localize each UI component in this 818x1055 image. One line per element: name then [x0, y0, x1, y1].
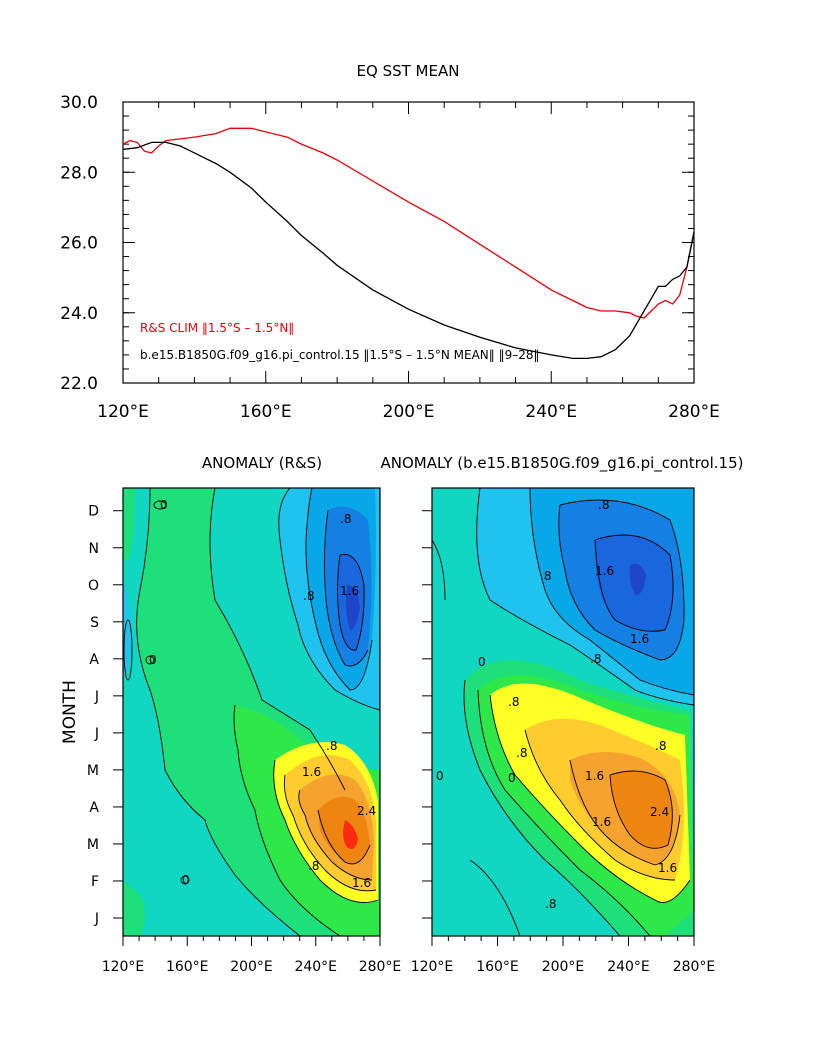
x-tick-label: 240°E: [294, 959, 337, 975]
x-tick-label: 160°E: [166, 959, 209, 975]
y-tick-label: D: [88, 504, 99, 520]
y-tick-label: M: [87, 763, 99, 779]
series-line-model: [122, 141, 695, 360]
contour-label: 1.6: [340, 584, 359, 598]
contour-labels-model: .8 .8 .8 .8 .8 .8 .8 1.6 1.6 1.6 1.6 1.6…: [436, 498, 677, 911]
contour-label: 1.6: [630, 632, 649, 646]
contour-label: 1.6: [658, 861, 677, 875]
y-tick-label: 24.0: [60, 304, 98, 324]
contour-fill-rs: [123, 488, 380, 936]
series-line-rs-clim: [122, 127, 695, 319]
contour-label: 2.4: [357, 804, 376, 818]
contour-label: .8: [308, 859, 319, 873]
contour-label: .8: [655, 739, 666, 753]
y-tick-label: 26.0: [60, 234, 98, 254]
contour-label: .8: [303, 589, 314, 603]
x-tick-label: 280°E: [668, 402, 720, 422]
contour-label: 1.6: [595, 564, 614, 578]
legend-entry-rs: R&S CLIM ‖1.5°S – 1.5°N‖: [140, 321, 294, 335]
x-tick-label: 120°E: [97, 402, 149, 422]
y-tick-label: J: [94, 689, 99, 705]
x-tick-label: 120°E: [102, 959, 145, 975]
contour-label: 0: [149, 653, 157, 667]
x-tick-label: 160°E: [240, 402, 292, 422]
y-tick-label: J: [94, 726, 99, 742]
axis-ticks: 120°E 160°E 200°E 240°E 280°E 30.0 28.0 26.0 24.…: [60, 93, 720, 422]
y-tick-label: A: [89, 652, 99, 668]
y-tick-label: A: [89, 800, 99, 816]
x-tick-label: 240°E: [607, 959, 650, 975]
contour-label: .8: [598, 498, 609, 512]
panel-title-rs: ANOMALY (R&S): [202, 454, 322, 472]
chart-title: EQ SST MEAN: [357, 62, 460, 80]
y-tick-label: N: [89, 541, 99, 557]
contour-label: 0: [508, 771, 516, 785]
plot-frame: [122, 101, 695, 384]
contour-label: 1.6: [592, 815, 611, 829]
y-tick-label: S: [90, 615, 99, 631]
contour-label: .8: [590, 652, 601, 666]
y-tick-label: 30.0: [60, 93, 98, 113]
y-tick-label: O: [88, 578, 99, 594]
x-tick-label: 280°E: [359, 959, 402, 975]
contour-label: 1.6: [585, 769, 604, 783]
contour-panel-model: ANOMALY (b.e15.B1850G.f09_g16.pi_control…: [380, 454, 744, 937]
contour-label: .8: [540, 569, 551, 583]
x-tick-label: 280°E: [673, 959, 716, 975]
y-tick-label: M: [87, 837, 99, 853]
contour-label: .8: [545, 897, 556, 911]
contour-label: .8: [340, 512, 351, 526]
contour-label: 1.6: [302, 765, 321, 779]
x-tick-label: 160°E: [476, 959, 519, 975]
x-tick-label: 120°E: [411, 959, 454, 975]
x-tick-label: 200°E: [230, 959, 273, 975]
y-tick-label: F: [91, 874, 99, 890]
lower-axis-ticks: 120°E 160°E 200°E 240°E 280°E J F M A M J J A S O N D 120…: [87, 504, 715, 975]
contour-label: .8: [326, 739, 337, 753]
contour-label: 2.4: [650, 805, 669, 819]
contour-label: 0: [182, 873, 190, 887]
contour-label: .8: [516, 746, 527, 760]
contour-panel-rs: ANOMALY (R&S): [122, 454, 381, 937]
x-tick-label: 200°E: [542, 959, 585, 975]
line-chart-panel: EQ SST MEAN 120°E 160°E 200°E 240°E 280°E 30.…: [60, 62, 720, 422]
y-tick-label: J: [94, 911, 99, 927]
y-tick-label: 28.0: [60, 163, 98, 183]
series-group: [122, 127, 695, 360]
contour-label: .8: [508, 695, 519, 709]
panel-title-model: ANOMALY (b.e15.B1850G.f09_g16.pi_control…: [380, 454, 743, 473]
contour-label: 0: [436, 769, 444, 783]
y-tick-label: 22.0: [60, 374, 98, 394]
contour-label: 0: [478, 655, 486, 669]
y-axis-label: MONTH: [60, 680, 80, 744]
contour-fill-model: [432, 488, 694, 936]
x-tick-label: 200°E: [383, 402, 435, 422]
legend-entry-model: b.e15.B1850G.f09_g16.pi_control.15 ‖1.5°…: [140, 348, 539, 362]
contour-label: 1.6: [352, 876, 371, 890]
contour-labels-rs: 0 0 0 .8 .8 .8 .8 1.6 1.6 1.6 2.4: [149, 498, 376, 890]
x-tick-label: 240°E: [525, 402, 577, 422]
contour-label: 0: [160, 498, 168, 512]
